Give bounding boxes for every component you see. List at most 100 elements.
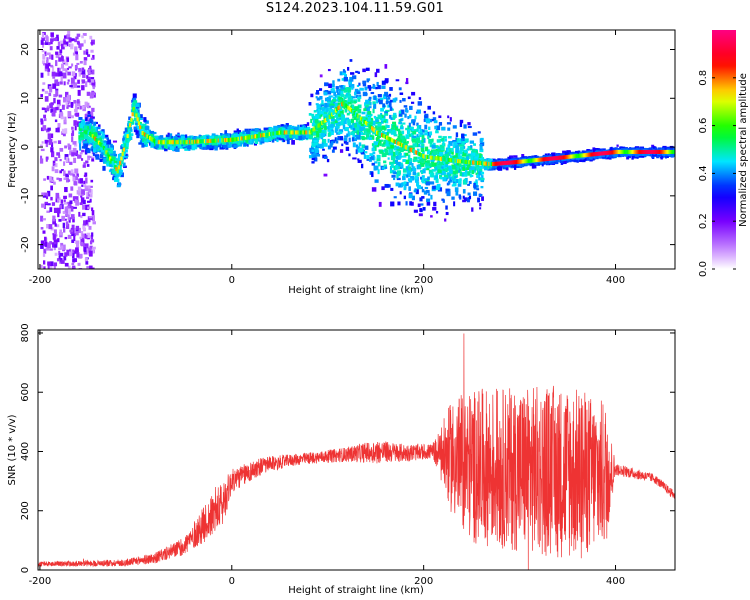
spectrogram-cell [74,168,79,174]
spectrogram-cell [381,152,385,158]
spectrogram-cell [81,184,84,187]
spectrogram-cell [459,146,464,152]
spectrogram-cell [375,119,380,125]
spectrogram-cell [310,118,313,123]
spectrogram-cell [291,140,295,145]
spectrogram-cell [471,207,474,212]
spectrogram-cell [521,156,525,159]
spectrogram-cell [420,203,424,206]
spectrogram-cell [50,108,54,113]
spectrogram-cell [326,158,330,163]
spectrogram-cell [425,165,431,169]
spectrogram-cell [112,140,118,143]
spectrogram-cell [367,136,370,140]
spectrogram-cell [380,107,385,112]
spectrogram-cell [283,138,286,143]
spectrogram-cell [399,92,404,95]
spectrogram-cell [91,215,95,222]
spectrogram-cell [64,187,68,193]
spectrogram-cell [308,154,312,159]
spectrogram-cell [58,218,62,222]
spectrogram-cell [313,157,318,162]
spectrogram-cell [391,155,396,158]
spectrogram-cell [82,141,88,144]
spectrogram-cell [209,144,213,149]
spectrogram-cell [101,151,106,155]
spectrogram-cell [458,150,463,155]
spectrogram-cell [53,38,58,41]
spectrogram-cell [41,49,45,53]
spectrogram-cell [85,235,88,239]
spectrogram-cell [373,115,377,119]
spectrogram-cell [455,190,459,196]
spectrogram-cell [422,168,426,174]
spectrogram-cell [433,120,438,124]
spectrogram-cell [359,147,363,153]
spectrogram-cell [65,91,69,98]
spectrogram-cell [72,258,76,263]
spectrogram-cell [81,79,86,82]
spectrogram-cell [94,135,99,140]
spectrogram-cell [381,85,386,89]
spectrogram-cell [91,267,95,269]
spectrogram-cell [404,113,407,118]
spectrogram-cell [435,210,439,214]
spectrogram-cell [78,227,81,234]
spectrogram-cell [49,248,53,251]
spectrogram-cell [69,200,73,204]
spectrogram-cell [76,173,79,178]
spectrogram-cell [332,99,336,105]
spectrogram-cell [81,158,84,161]
spectrogram-cell [333,89,336,93]
spectrogram-cell [381,167,386,170]
spectrogram-cell [419,157,424,163]
spectrogram-cell [88,247,92,253]
spectrogram-cell [78,154,82,159]
spectrogram-cell [362,80,367,85]
spectrogram-cell [322,123,327,128]
spectrogram-cell [416,128,420,132]
spectrogram-cell [140,123,145,127]
spectrogram-cell [536,155,539,159]
spectrogram-cell [479,148,484,153]
spectrogram-cell [91,248,95,254]
spectrogram-cell [184,145,189,151]
spectrogram-cell [45,60,49,66]
spectrogram-cell [46,210,51,213]
spectrogram-cell [392,151,396,157]
spectrogram-cell [360,123,365,127]
spectrogram-cell [381,130,385,135]
spectrogram-cell [51,65,55,72]
spectrogram-cell [43,114,47,119]
spectrogram-cell [61,131,64,135]
spectrogram-cell [416,122,419,127]
spectrogram-cell [49,133,54,139]
spectrogram-cell [448,176,453,179]
spectrogram-cell [323,129,327,135]
spectrogram-cell [448,140,453,146]
spectrogram-cell [59,229,62,236]
spectrogram-cell [57,123,61,128]
spectrogram-cell [416,164,421,168]
spectrogram-cell [374,72,378,78]
spectrogram-cell [397,151,402,157]
spectrogram-cell [373,104,377,109]
spectrogram-cell [143,129,147,133]
spectrogram-cell [84,113,88,120]
spectrogram-cells [39,30,675,269]
spectrogram-cell [178,145,183,149]
spectrogram-cell [58,57,62,62]
spectrogram-cell [329,108,334,112]
spectrogram-cell [135,122,139,126]
spectrogram-cell [455,132,459,138]
spectrogram-cell [90,239,95,243]
spectrogram-cell [315,103,319,106]
spectrogram-cell [82,199,86,205]
spectrogram-cell [57,140,62,144]
spectrogram-cell [142,123,147,128]
spectrogram-cell [407,116,410,120]
spectrogram-cell [82,233,85,238]
spectrogram-cell [370,91,375,95]
spectrogram-cell [392,170,397,174]
spectrogram-cell [366,128,371,134]
